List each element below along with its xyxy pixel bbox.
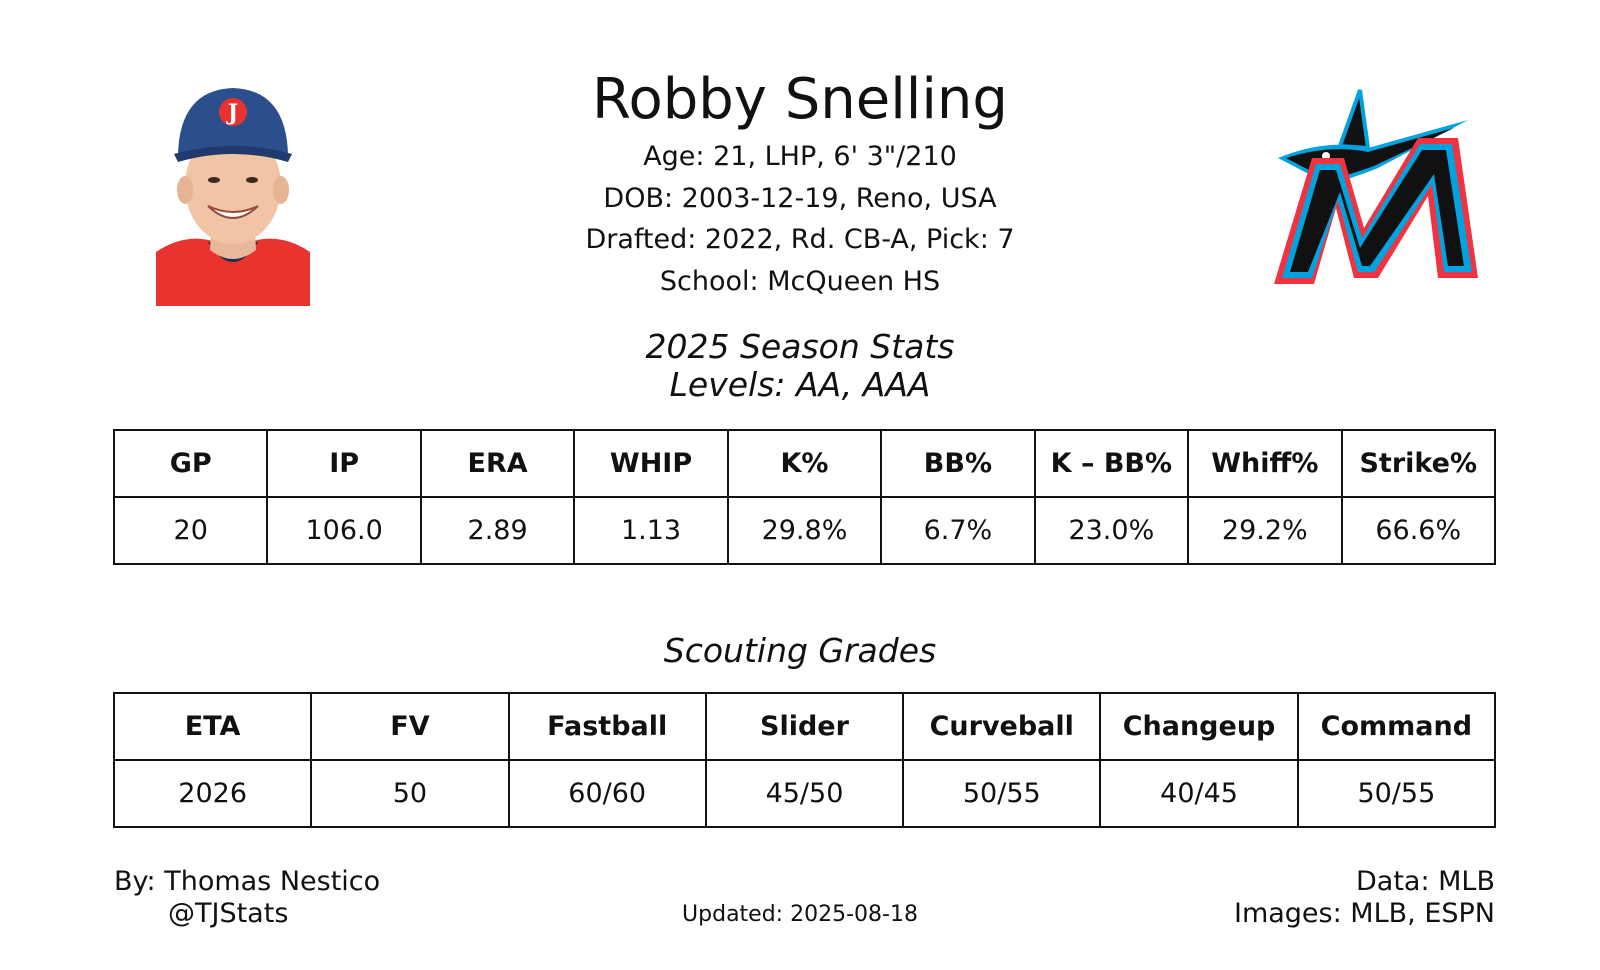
header-k-minus-bb: K – BB% [1033, 429, 1190, 498]
value-curveball: 50/55 [902, 759, 1102, 828]
footer-updated: Updated: 2025-08-18 [682, 902, 918, 927]
footer-handle: @TJStats [168, 898, 289, 929]
value-fv: 50 [310, 759, 510, 828]
value-gp: 20 [112, 496, 269, 565]
season-stats-table: GP IP ERA WHIP K% BB% K – BB% Whiff% Str… [112, 429, 1496, 565]
player-dob-line: DOB: 2003-12-19, Reno, USA [603, 182, 997, 214]
value-bb-pct: 6.7% [880, 496, 1036, 565]
scouting-grades-table: ETA FV Fastball Slider Curveball Changeu… [112, 692, 1497, 828]
header-fastball: Fastball [507, 692, 707, 761]
header-command: Command [1296, 692, 1497, 761]
header-era: ERA [419, 429, 576, 498]
table-row: 2026 50 60/60 45/50 50/55 40/45 50/55 [112, 759, 1497, 828]
player-name: Robby Snelling [592, 67, 1008, 132]
value-fastball: 60/60 [507, 759, 707, 828]
season-stats-title: 2025 Season Stats Levels: AA, AAA [400, 328, 1200, 404]
header-bb-pct: BB% [880, 429, 1036, 498]
header-whip: WHIP [573, 429, 729, 498]
table-header-row: ETA FV Fastball Slider Curveball Changeu… [112, 692, 1497, 761]
header-strike-pct: Strike% [1340, 429, 1496, 498]
season-levels: Levels: AA, AAA [669, 365, 931, 404]
value-whip: 1.13 [573, 496, 729, 565]
value-slider: 45/50 [704, 759, 905, 828]
player-header: Robby Snelling Age: 21, LHP, 6' 3"/210 D… [400, 64, 1200, 302]
table-header-row: GP IP ERA WHIP K% BB% K – BB% Whiff% Str… [112, 429, 1496, 498]
value-command: 50/55 [1296, 759, 1497, 828]
header-k-pct: K% [726, 429, 883, 498]
footer-author: By: Thomas Nestico [114, 866, 381, 897]
player-draft-line: Drafted: 2022, Rd. CB-A, Pick: 7 [585, 224, 1015, 255]
header-ip: IP [266, 429, 422, 498]
value-k-pct: 29.8% [726, 496, 883, 565]
header-fv: FV [310, 692, 510, 761]
header-gp: GP [112, 429, 269, 498]
header-eta: ETA [112, 692, 313, 761]
season-title: 2025 Season Stats [645, 327, 955, 366]
player-school-line: School: McQueen HS [659, 265, 941, 297]
value-strike-pct: 66.6% [1340, 496, 1496, 565]
header-slider: Slider [704, 692, 905, 761]
value-k-minus-bb: 23.0% [1033, 496, 1190, 565]
player-headshot-icon: J [156, 82, 310, 306]
footer-credits: By: Thomas Nestico @TJStats [114, 866, 380, 930]
header-whiff-pct: Whiff% [1187, 429, 1343, 498]
header-curveball: Curveball [902, 692, 1102, 761]
value-changeup: 40/45 [1099, 759, 1299, 828]
header-changeup: Changeup [1099, 692, 1299, 761]
marlins-logo-icon [1268, 88, 1484, 294]
scouting-grades-title: Scouting Grades [663, 631, 937, 670]
table-row: 20 106.0 2.89 1.13 29.8% 6.7% 23.0% 29.2… [112, 496, 1496, 565]
value-eta: 2026 [112, 759, 313, 828]
value-ip: 106.0 [266, 496, 422, 565]
value-whiff-pct: 29.2% [1187, 496, 1343, 565]
footer-images-source: Images: MLB, ESPN [1233, 898, 1495, 929]
player-age-line: Age: 21, LHP, 6' 3"/210 [643, 141, 957, 172]
footer-sources: Data: MLB Images: MLB, ESPN [1234, 866, 1495, 930]
value-era: 2.89 [419, 496, 576, 565]
footer-data-source: Data: MLB [1355, 866, 1495, 897]
svg-text:J: J [226, 100, 238, 126]
